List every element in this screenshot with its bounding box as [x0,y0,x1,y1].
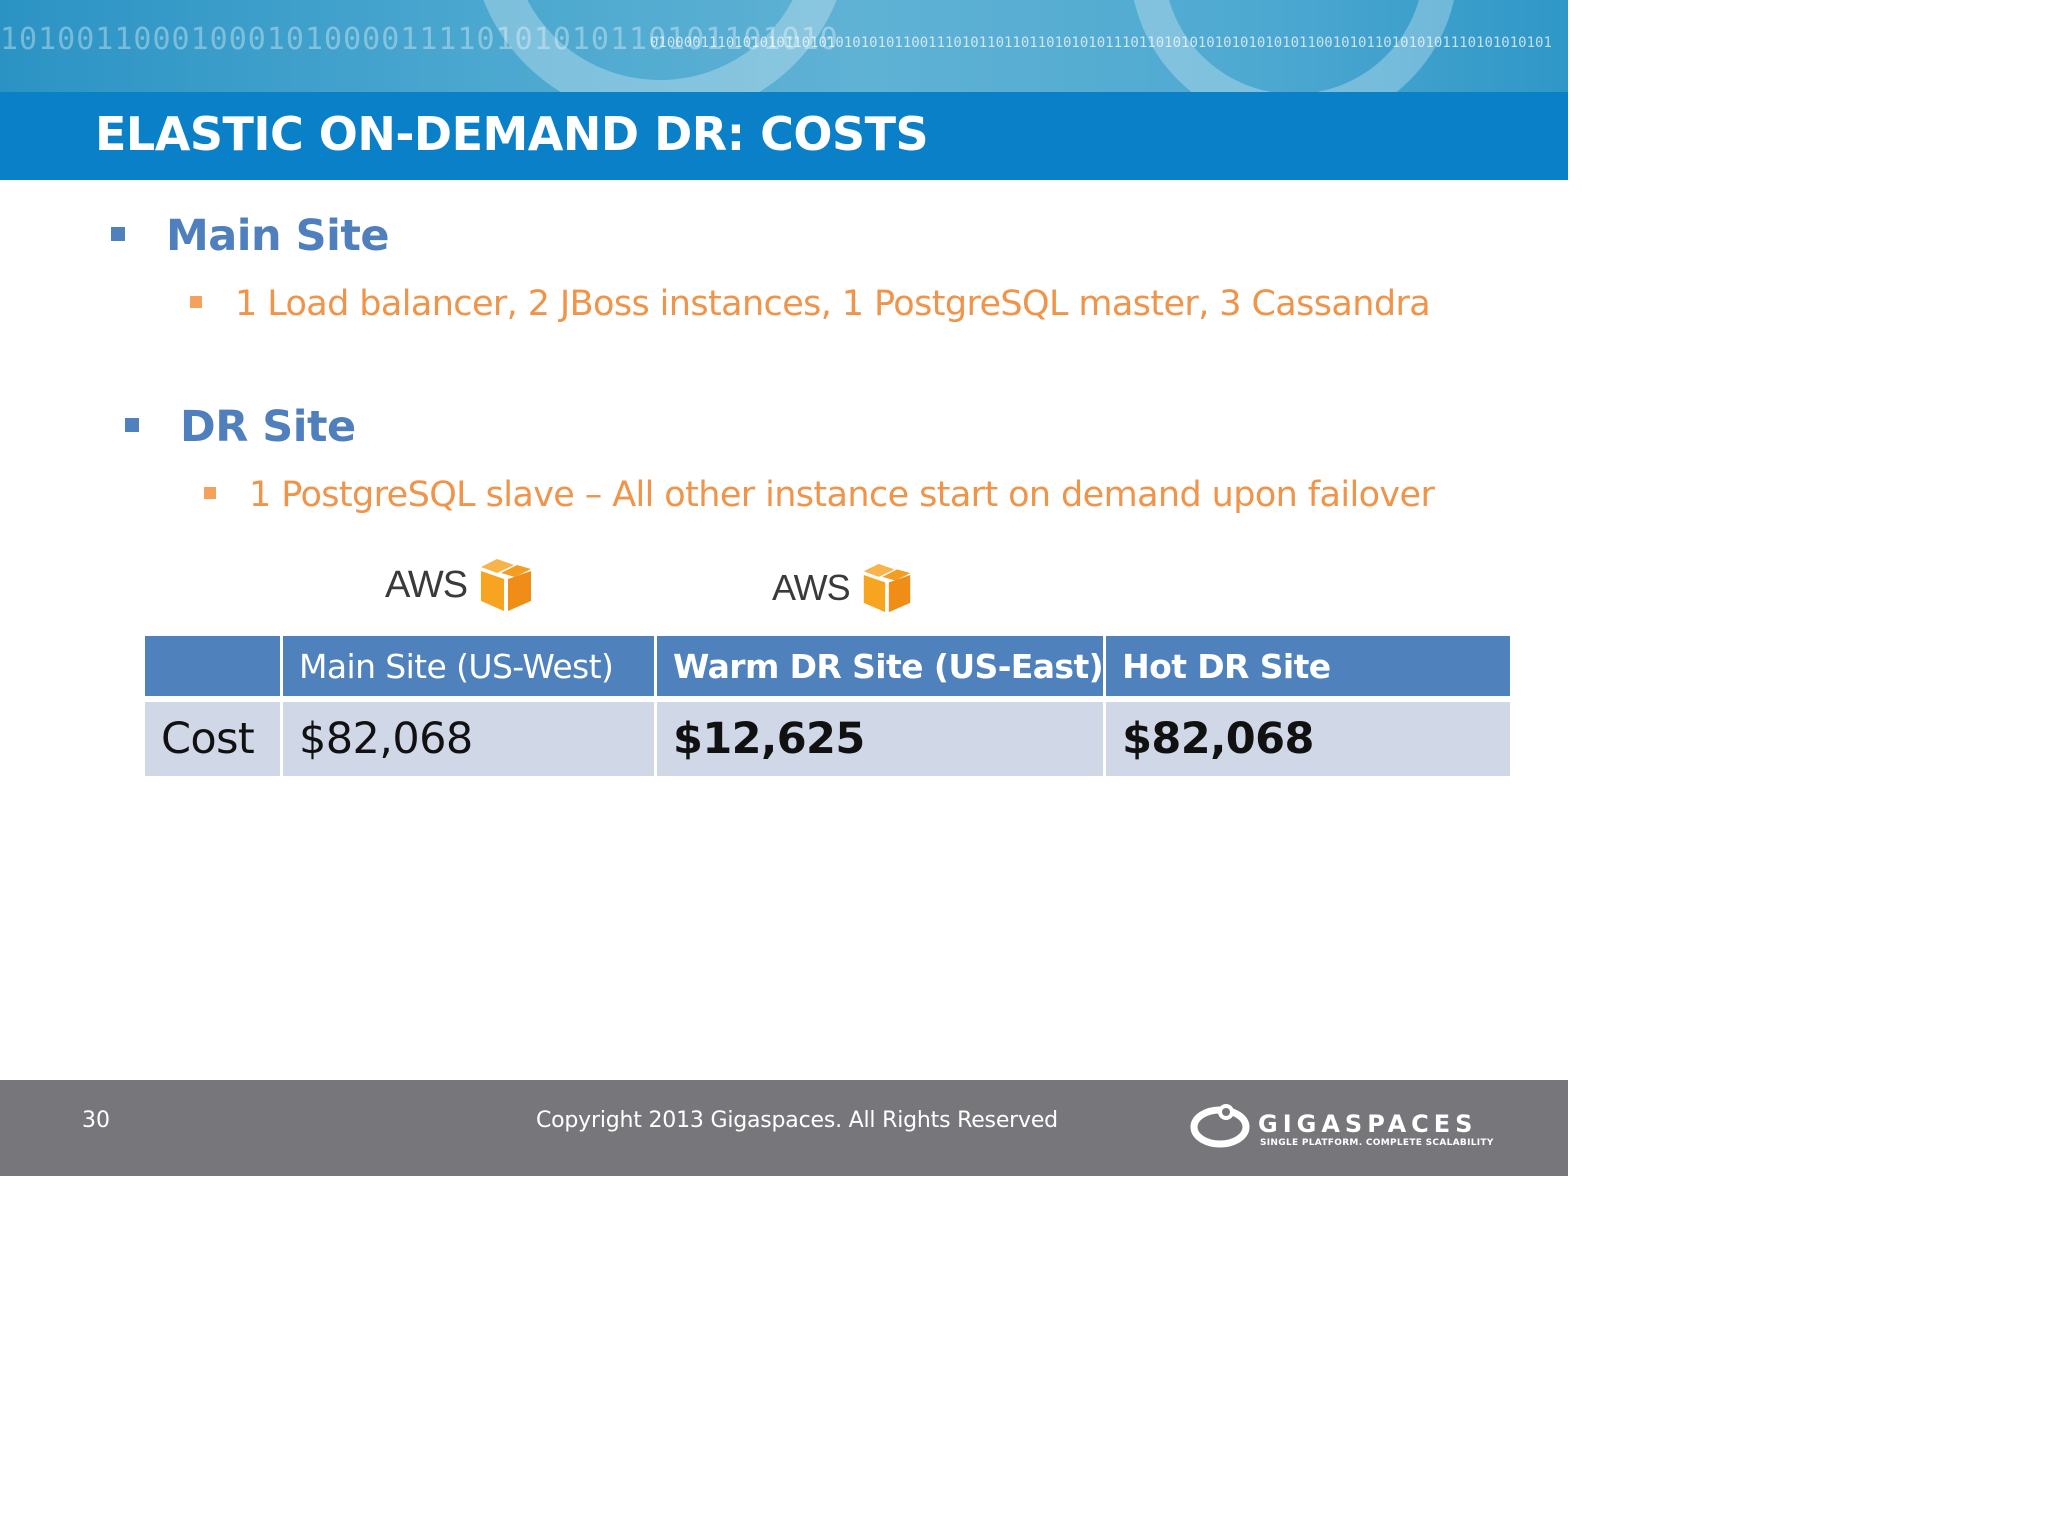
bullet-main-site: Main Site [166,211,390,261]
table-cell: $12,625 [657,702,1107,776]
table-header-cell: Main Site (US-West) [283,636,657,702]
table-header-cell: Warm DR Site (US-East) [657,636,1107,702]
bullet-square-icon [204,487,216,499]
brand-name: GIGASPACES [1258,1110,1478,1138]
table-header-cell [145,636,283,702]
header-decoration: 1010011000100010100001111010101011010110… [0,0,1568,92]
bullet-dr-site: DR Site [180,402,356,452]
aws-cube-icon [481,559,532,611]
table-header-cell: Hot DR Site [1106,636,1511,702]
copyright-text: Copyright 2013 Gigaspaces. All Rights Re… [536,1108,1058,1133]
bullet-square-icon [111,227,125,241]
table-row: Cost $82,068 $12,625 $82,068 [145,702,1511,776]
binary-pattern: 1010011000100010100001111010101011010110… [0,22,839,57]
table-row-label: Cost [145,702,283,776]
footer [0,1080,1568,1176]
aws-logo-text: AWS [385,563,468,606]
bullet-square-icon [125,418,139,432]
table-header-row: Main Site (US-West) Warm DR Site (US-Eas… [145,636,1511,702]
aws-logo-dr: AWS [772,558,914,618]
slide-title: ELASTIC ON-DEMAND DR: COSTS [95,107,929,161]
aws-cube-icon [863,563,910,613]
brand-tagline: SINGLE PLATFORM. COMPLETE SCALABILITY [1260,1138,1494,1148]
gigaspaces-logo: GIGASPACES SINGLE PLATFORM. COMPLETE SCA… [1190,1098,1493,1154]
bullet-main-site-detail: 1 Load balancer, 2 JBoss instances, 1 Po… [235,284,1431,324]
aws-logo-main: AWS [385,555,535,615]
table-cell: $82,068 [1106,702,1511,776]
bullet-dr-site-detail: 1 PostgreSQL slave – All other instance … [249,475,1435,515]
bullet-square-icon [190,296,202,308]
binary-pattern: 0100001110101010110101010101011001110101… [650,35,1552,51]
title-bar [0,92,1568,180]
cost-table: Main Site (US-West) Warm DR Site (US-Eas… [145,636,1511,776]
aws-logo-text: AWS [772,567,851,608]
page-number: 30 [82,1108,110,1133]
gigaspaces-swirl-icon [1190,1104,1250,1148]
table-cell: $82,068 [283,702,657,776]
